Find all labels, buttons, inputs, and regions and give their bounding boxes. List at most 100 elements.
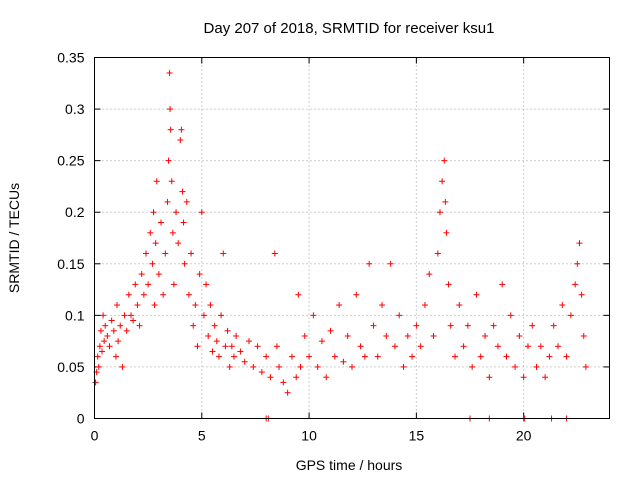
data-point <box>374 353 381 360</box>
data-point <box>533 363 540 370</box>
y-tick-label: 0 <box>77 411 85 427</box>
data-point <box>108 317 115 324</box>
data-point <box>123 327 130 334</box>
data-point <box>357 343 364 350</box>
data-point <box>114 302 121 309</box>
data-point <box>166 69 173 76</box>
data-point <box>396 312 403 319</box>
data-point <box>349 363 355 370</box>
data-point <box>185 291 192 298</box>
data-point <box>512 363 519 370</box>
data-point <box>486 374 493 381</box>
data-point <box>574 260 581 267</box>
data-point <box>288 353 295 360</box>
data-point <box>576 240 583 247</box>
data-point <box>464 322 471 329</box>
data-point <box>121 312 128 319</box>
data-point <box>310 312 317 319</box>
data-point <box>110 327 117 334</box>
data-point <box>482 332 489 339</box>
plot-frame <box>94 57 610 419</box>
data-point <box>417 343 424 350</box>
x-tick-label: 10 <box>301 428 317 444</box>
data-point <box>494 343 501 350</box>
data-point <box>150 209 157 216</box>
data-point <box>194 343 201 350</box>
data-point <box>192 302 199 309</box>
data-point <box>237 348 244 355</box>
data-point <box>149 260 156 267</box>
data-point <box>537 343 544 350</box>
data-point <box>473 291 480 298</box>
data-point <box>542 374 549 381</box>
data-point <box>94 353 101 360</box>
data-point <box>280 379 287 386</box>
data-point <box>211 322 218 329</box>
data-point <box>224 327 231 334</box>
data-point <box>271 250 278 257</box>
data-point <box>439 178 446 185</box>
data-point <box>469 363 476 370</box>
data-point <box>205 332 212 339</box>
data-point <box>361 353 368 360</box>
data-point <box>267 374 274 381</box>
data-point <box>167 106 174 113</box>
data-point <box>188 250 195 257</box>
data-point <box>97 327 104 334</box>
data-point <box>572 281 579 288</box>
data-point <box>180 219 187 226</box>
data-point <box>151 302 158 309</box>
data-point <box>413 322 420 329</box>
data-point <box>507 312 514 319</box>
data-point <box>447 322 454 329</box>
data-point <box>117 322 124 329</box>
data-point <box>153 178 160 185</box>
data-point <box>100 312 107 319</box>
data-point <box>222 343 229 350</box>
data-point <box>160 291 167 298</box>
data-point <box>400 363 407 370</box>
data-point <box>550 322 557 329</box>
data-point <box>119 363 126 370</box>
data-point <box>460 343 467 350</box>
data-point <box>228 343 235 350</box>
data-point <box>383 332 390 339</box>
data-point <box>387 260 394 267</box>
data-point <box>524 343 531 350</box>
data-point <box>456 302 463 309</box>
data-point <box>140 291 147 298</box>
data-point <box>344 332 351 339</box>
data-point <box>115 338 122 345</box>
data-point <box>167 126 174 133</box>
y-axis-label: SRMTID / TECUs <box>6 183 22 293</box>
data-point <box>203 281 210 288</box>
data-point <box>409 353 416 360</box>
data-point <box>173 209 180 216</box>
data-point <box>441 157 448 164</box>
data-point <box>136 322 143 329</box>
data-point <box>198 209 205 216</box>
data-point <box>230 353 237 360</box>
chart-title: Day 207 of 2018, SRMTID for receiver ksu… <box>204 20 495 37</box>
x-tick-label: 20 <box>516 428 532 444</box>
data-point <box>96 343 103 350</box>
data-point <box>92 379 99 386</box>
data-point <box>213 338 220 345</box>
y-tick-label: 0.3 <box>65 101 85 117</box>
data-point <box>106 343 113 350</box>
data-point <box>353 291 360 298</box>
data-point <box>516 332 523 339</box>
data-point <box>340 358 347 365</box>
data-point <box>273 343 280 350</box>
data-point <box>200 312 207 319</box>
data-point <box>499 281 506 288</box>
data-point <box>250 363 257 370</box>
data-point <box>130 317 137 324</box>
data-point <box>503 353 510 360</box>
data-point <box>578 291 585 298</box>
data-point <box>370 322 377 329</box>
x-tick-label: 5 <box>198 428 206 444</box>
data-point <box>215 353 222 360</box>
data-point <box>443 229 450 236</box>
data-point <box>555 343 561 350</box>
